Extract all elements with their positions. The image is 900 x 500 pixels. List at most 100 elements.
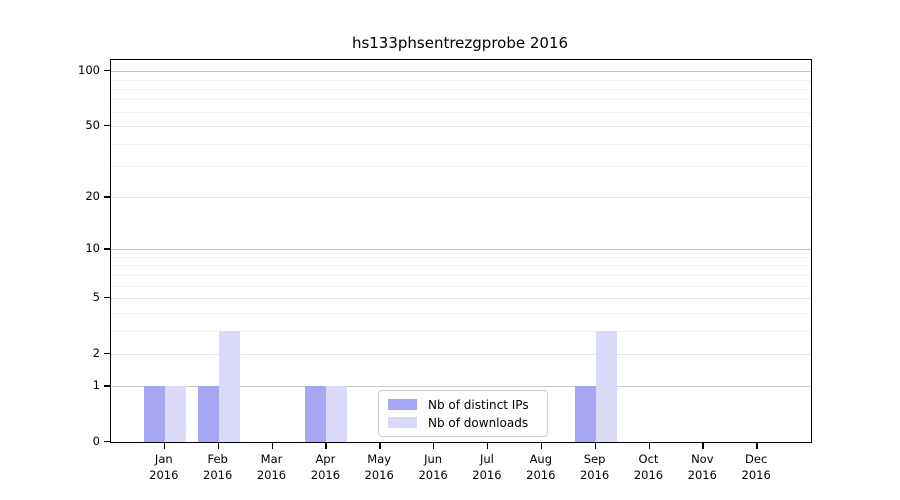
- x-tick-year: 2016: [149, 468, 179, 482]
- x-tick-mark: [648, 442, 650, 449]
- y-tick-label: 50: [85, 118, 100, 132]
- x-tick-mark: [594, 442, 596, 449]
- gridline-minor: [111, 111, 811, 113]
- y-tick-mark: [104, 70, 110, 72]
- gridline-minor: [111, 265, 811, 267]
- x-tick-mark: [325, 442, 327, 449]
- x-tick-label: Aug 2016: [511, 451, 571, 483]
- legend-row: Nb of downloads: [388, 416, 538, 430]
- bar-downloads: [595, 330, 617, 442]
- bar-distinct-ips: [197, 386, 219, 442]
- gridline-strong: [111, 386, 811, 388]
- y-tick-mark: [104, 125, 110, 127]
- legend-swatch: [388, 399, 417, 410]
- x-tick-label: Apr 2016: [295, 451, 355, 483]
- y-tick-label: 1: [92, 378, 100, 393]
- gridline-minor: [111, 330, 811, 332]
- gridline-minor: [111, 166, 811, 167]
- x-tick-label: Jan 2016: [134, 451, 194, 483]
- x-tick-month: Dec: [745, 452, 768, 466]
- x-tick-year: 2016: [310, 468, 341, 482]
- x-tick-label: Jun 2016: [403, 451, 463, 483]
- x-tick-label: Sep 2016: [565, 451, 625, 483]
- x-tick-year: 2016: [472, 468, 502, 482]
- bar-distinct-ips: [305, 386, 327, 442]
- gridline-medium: [111, 126, 811, 127]
- x-tick-month: Oct: [638, 452, 659, 466]
- y-tick-mark: [104, 196, 110, 198]
- y-tick-label: 20: [85, 189, 100, 204]
- gridline-minor: [111, 88, 811, 90]
- x-tick-year: 2016: [579, 468, 610, 482]
- x-tick-mark: [379, 442, 381, 449]
- gridline-minor: [111, 143, 811, 145]
- x-tick-mark: [540, 442, 543, 449]
- x-tick-label: Feb 2016: [188, 451, 248, 483]
- legend-label: Nb of distinct IPs: [428, 397, 529, 412]
- y-tick-label: 5: [92, 290, 100, 304]
- gridline-minor: [111, 312, 811, 314]
- x-tick-mark: [486, 442, 489, 449]
- x-tick-year: 2016: [633, 468, 664, 482]
- y-tick-label: 2: [92, 345, 100, 360]
- gridline-minor: [111, 79, 811, 81]
- x-tick-month: Nov: [691, 452, 714, 466]
- x-tick-month: Jul: [479, 452, 494, 466]
- x-tick-year: 2016: [203, 468, 233, 482]
- x-tick-month: Mar: [260, 452, 283, 466]
- gridline-strong: [111, 249, 811, 251]
- bar-downloads: [326, 386, 348, 442]
- x-tick-mark: [756, 442, 758, 449]
- y-tick-mark: [104, 352, 110, 355]
- y-tick-mark: [104, 297, 110, 299]
- x-tick-year: 2016: [256, 468, 287, 482]
- x-tick-year: 2016: [687, 468, 717, 482]
- y-tick-label: 10: [85, 241, 100, 256]
- x-tick-year: 2016: [418, 468, 448, 482]
- x-tick-year: 2016: [741, 468, 771, 482]
- legend: Nb of distinct IPs Nb of downloads: [378, 390, 548, 437]
- x-tick-label: May 2016: [349, 451, 409, 483]
- x-tick-label: Nov 2016: [672, 451, 732, 483]
- chart-title: hs133phsentrezgprobe 2016: [351, 34, 569, 52]
- gridline-minor: [111, 99, 811, 101]
- y-tick-label: 100: [78, 63, 100, 78]
- gridline-minor: [111, 257, 811, 258]
- bar-distinct-ips: [143, 386, 165, 442]
- x-tick-mark: [163, 442, 166, 449]
- x-tick-mark: [271, 442, 273, 449]
- gridline-medium: [111, 353, 811, 355]
- x-tick-month: Apr: [315, 452, 336, 466]
- x-tick-mark: [433, 442, 435, 449]
- x-tick-month: Jun: [424, 452, 443, 466]
- x-tick-label: Mar 2016: [242, 451, 302, 483]
- y-tick-mark: [104, 385, 110, 387]
- legend-row: Nb of distinct IPs: [388, 398, 538, 412]
- gridline-minor: [111, 274, 811, 276]
- x-tick-month: Feb: [207, 452, 228, 466]
- x-tick-label: Oct 2016: [619, 451, 679, 483]
- gridline-medium: [111, 298, 811, 299]
- legend-swatch: [388, 417, 417, 428]
- x-tick-year: 2016: [526, 468, 556, 482]
- x-tick-month: Sep: [583, 452, 606, 466]
- bar-distinct-ips: [574, 386, 596, 442]
- x-tick-label: Jul 2016: [457, 451, 517, 483]
- x-tick-month: Jan: [154, 452, 173, 466]
- gridline-minor: [111, 285, 811, 287]
- y-tick-mark: [104, 441, 110, 443]
- y-tick-label: 0: [92, 434, 100, 448]
- x-tick-month: May: [367, 452, 392, 466]
- bar-downloads: [218, 330, 240, 442]
- x-tick-label: Dec 2016: [726, 451, 786, 483]
- x-tick-month: Aug: [529, 452, 553, 466]
- x-tick-mark: [217, 442, 220, 449]
- x-tick-year: 2016: [364, 468, 394, 482]
- legend-label: Nb of downloads: [428, 415, 529, 430]
- y-tick-mark: [104, 248, 110, 250]
- plot-area: Nb of distinct IPs Nb of downloads: [110, 59, 812, 443]
- x-tick-mark: [702, 442, 704, 449]
- gridline-strong: [111, 71, 811, 73]
- bar-downloads: [164, 386, 186, 442]
